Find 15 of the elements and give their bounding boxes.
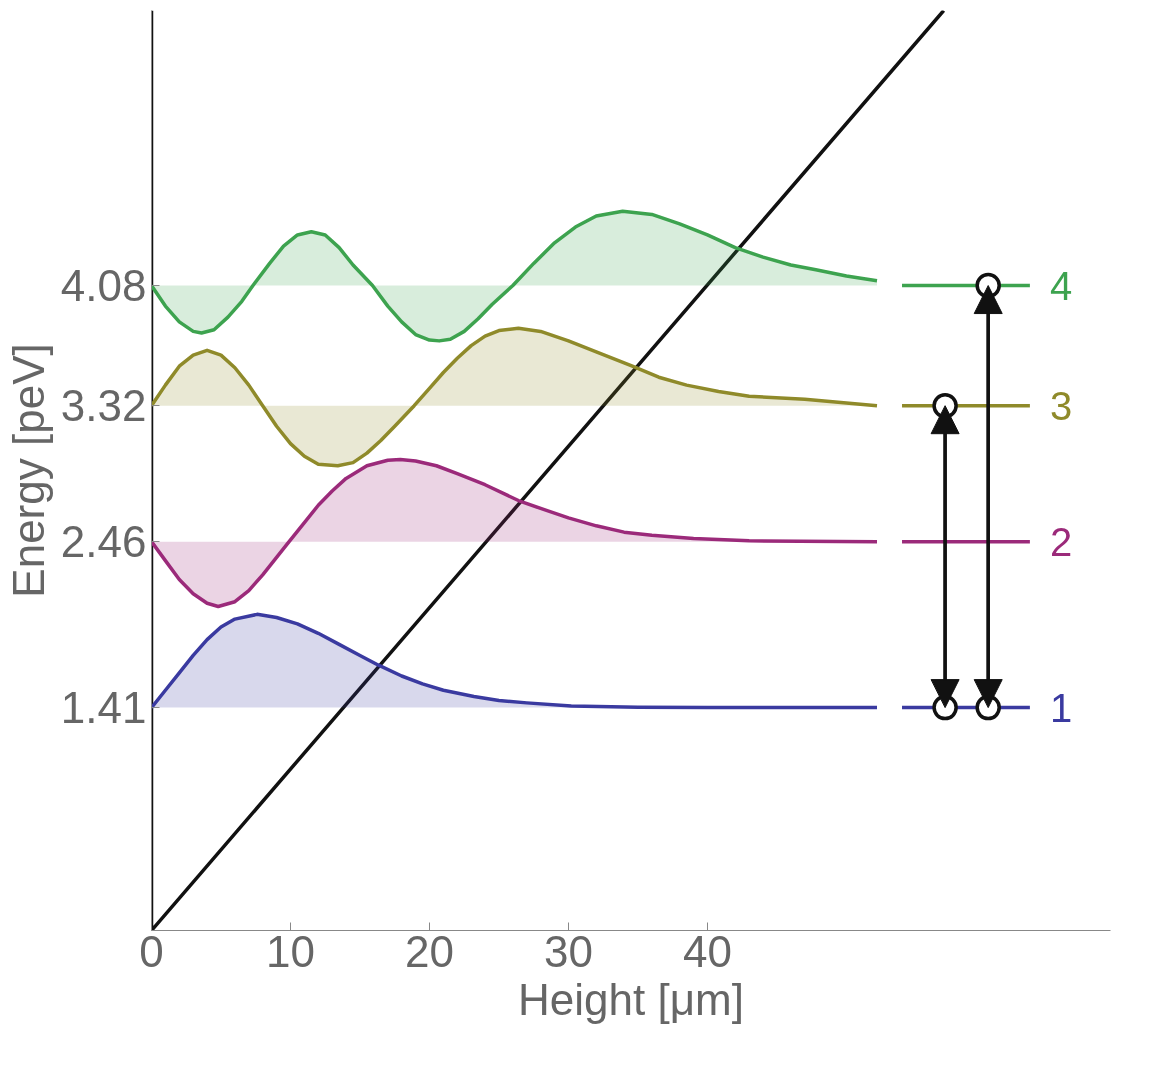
- y-tick-label: 3.32: [60, 381, 147, 431]
- x-tick-label: 10: [266, 926, 315, 976]
- y-tick-label: 1.41: [60, 683, 147, 733]
- series-label: 1: [1049, 685, 1073, 730]
- x-tick-label: 20: [405, 926, 454, 976]
- x-tick-label: 40: [682, 926, 732, 976]
- y-tick-label: 2.46: [60, 517, 147, 567]
- series-label: 2: [1049, 519, 1073, 564]
- y-axis-title: Energy [peV]: [3, 343, 53, 598]
- x-tick-label: 0: [139, 926, 164, 976]
- series-label: 4: [1049, 263, 1073, 308]
- x-tick-label: 30: [543, 926, 593, 976]
- series-label: 3: [1049, 383, 1073, 428]
- y-tick-label: 4.08: [60, 261, 147, 311]
- x-axis-title: Height [μm]: [518, 974, 744, 1024]
